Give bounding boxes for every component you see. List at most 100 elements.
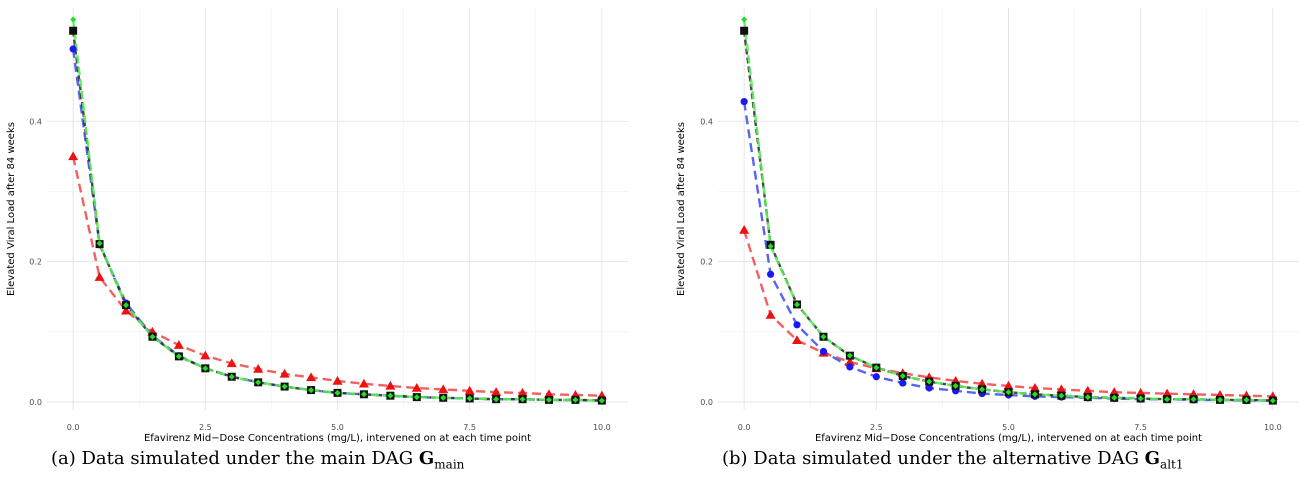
caption-a-subscript: main	[434, 457, 465, 472]
series-group	[68, 16, 607, 405]
caption-a-symbol: G	[418, 448, 435, 469]
data-point-diamond	[493, 396, 500, 403]
data-point-triangle	[739, 225, 750, 234]
data-point-diamond	[1111, 394, 1118, 401]
data-point-diamond	[846, 352, 853, 359]
caption-a: (a) Data simulated under the main DAG Gm…	[51, 448, 464, 472]
data-point-triangle	[121, 305, 132, 315]
x-tick-label: 7.5	[1134, 423, 1147, 432]
y-tick-label: 0.2	[700, 258, 713, 267]
data-point-diamond	[820, 333, 827, 340]
y-tick-label: 0.4	[29, 117, 42, 126]
x-tick-label: 5.0	[1002, 423, 1015, 432]
series-group	[739, 16, 1278, 405]
data-point-diamond	[255, 379, 262, 386]
x-tick-label: 10.0	[1264, 423, 1282, 432]
data-point-circle	[925, 384, 933, 392]
data-point-triangle	[385, 380, 396, 390]
data-point-diamond	[519, 396, 526, 403]
data-point-diamond	[1269, 397, 1276, 404]
x-tick-label: 10.0	[593, 423, 611, 432]
x-tick-label: 7.5	[463, 423, 476, 432]
y-tick-label: 0.4	[700, 117, 713, 126]
data-point-diamond	[873, 364, 880, 371]
caption-b: (b) Data simulated under the alternative…	[722, 448, 1184, 472]
data-point-circle	[872, 373, 880, 381]
data-point-triangle	[765, 309, 776, 319]
gridlines	[47, 8, 628, 410]
data-point-diamond	[228, 373, 235, 380]
data-point-triangle	[464, 385, 475, 395]
data-point-diamond	[979, 386, 986, 393]
data-point-triangle	[543, 389, 554, 399]
series-line	[71, 30, 602, 402]
line-chart-a: 0.0 2.5 5.0 7.5 10.0 0.0 0.2 0.4 Efavirenz Mid−D…	[6, 8, 628, 444]
data-point-circle	[793, 321, 801, 329]
data-point-diamond	[1164, 396, 1171, 403]
data-point-diamond	[202, 365, 209, 372]
data-point-triangle	[1135, 387, 1146, 397]
data-point-diamond	[545, 396, 552, 403]
data-point-diamond	[598, 397, 605, 404]
chart-panel-a: 0.0 2.5 5.0 7.5 10.0 0.0 0.2 0.4 Efavirenz Mid−D…	[0, 0, 640, 488]
data-point-diamond	[1084, 394, 1091, 401]
caption-b-prefix: (b) Data simulated under the alternative…	[722, 448, 1145, 469]
data-point-triangle	[306, 372, 317, 382]
data-point-square	[740, 26, 749, 35]
data-point-circle	[819, 347, 828, 356]
data-point-diamond	[440, 394, 447, 401]
x-tick-label: 0.0	[67, 423, 80, 432]
data-point-circle	[69, 45, 77, 53]
caption-b-subscript: alt1	[1160, 457, 1184, 472]
series-markers	[70, 16, 605, 404]
data-point-diamond	[572, 396, 579, 403]
data-point-diamond	[413, 394, 420, 401]
data-point-triangle	[977, 378, 988, 388]
data-point-triangle	[1003, 380, 1014, 390]
data-point-triangle	[1162, 388, 1173, 398]
series-markers	[741, 16, 1276, 404]
x-axis-title: Efavirenz Mid−Dose Concentrations (mg/L)…	[144, 433, 531, 444]
data-point-triangle	[253, 364, 264, 373]
data-point-triangle	[173, 340, 184, 349]
data-point-diamond	[1216, 396, 1223, 403]
data-point-triangle	[200, 350, 211, 360]
data-point-triangle	[226, 358, 237, 368]
data-point-diamond	[308, 387, 315, 394]
y-tick-label: 0.0	[29, 398, 42, 407]
data-point-diamond	[334, 389, 341, 396]
data-point-diamond	[281, 383, 288, 390]
data-point-circle	[846, 363, 854, 371]
data-point-diamond	[926, 378, 933, 385]
data-point-triangle	[1056, 384, 1067, 394]
data-point-triangle	[1109, 387, 1120, 396]
data-point-circle	[766, 270, 775, 278]
data-point-triangle	[279, 368, 290, 378]
x-tick-label: 2.5	[199, 423, 212, 432]
caption-b-symbol: G	[1144, 448, 1161, 469]
data-point-triangle	[1082, 385, 1093, 395]
data-point-diamond	[387, 392, 394, 399]
caption-a-prefix: (a) Data simulated under the main DAG	[51, 448, 419, 469]
chart-panel-b: 0.0 2.5 5.0 7.5 10.0 0.0 0.2 0.4 Efavirenz Mid−D…	[670, 0, 1309, 488]
data-point-diamond	[360, 391, 367, 398]
x-tick-label: 5.0	[331, 423, 344, 432]
data-point-circle	[899, 379, 907, 387]
data-point-diamond	[952, 382, 959, 389]
data-point-triangle	[411, 382, 422, 392]
data-point-triangle	[358, 378, 369, 388]
data-point-diamond	[1031, 391, 1038, 398]
y-axis-title: Elevated Viral Load after 84 weeks	[676, 122, 687, 296]
series-markers	[68, 151, 607, 400]
data-point-diamond	[794, 301, 801, 308]
data-point-triangle	[1029, 382, 1040, 392]
data-point-diamond	[466, 395, 473, 402]
data-point-triangle	[792, 335, 803, 344]
data-point-triangle	[438, 384, 449, 394]
data-point-diamond	[149, 333, 156, 340]
data-point-triangle	[94, 272, 105, 281]
data-point-diamond	[767, 243, 774, 250]
data-point-diamond	[1005, 389, 1012, 396]
y-axis-title: Elevated Viral Load after 84 weeks	[6, 122, 17, 296]
data-point-diamond	[899, 373, 906, 380]
